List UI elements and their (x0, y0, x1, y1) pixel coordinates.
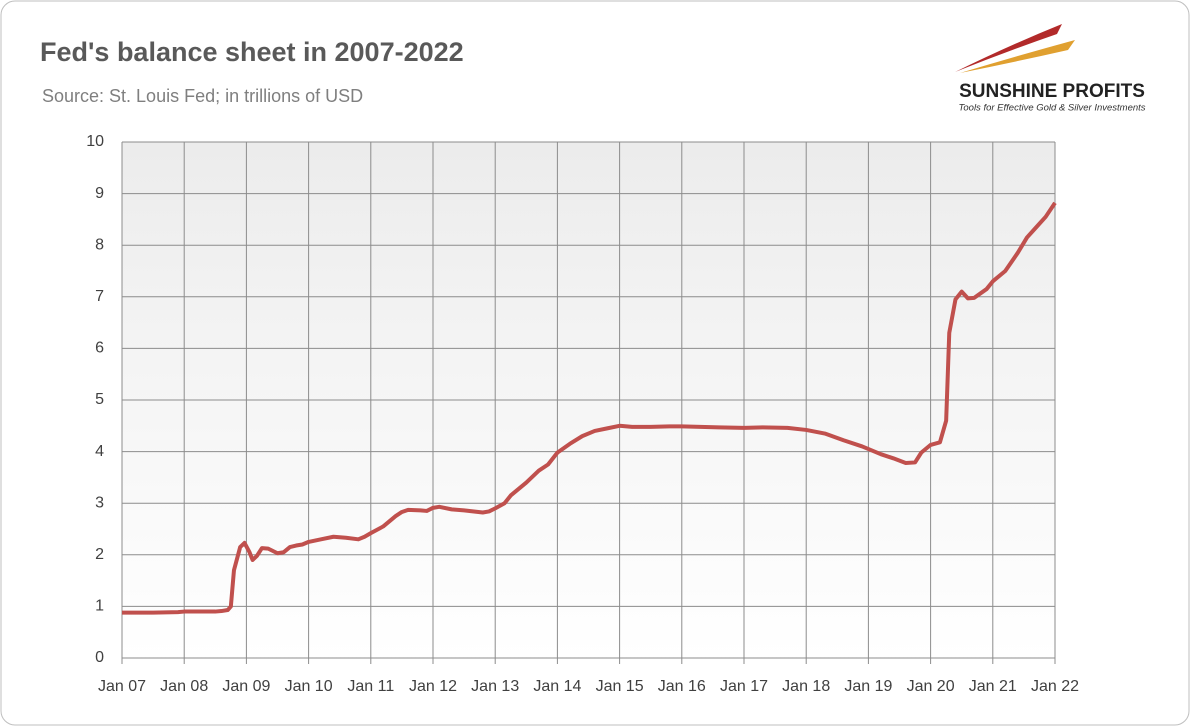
x-tick-label: Jan 13 (471, 678, 519, 695)
x-tick-label: Jan 22 (1031, 678, 1079, 695)
x-tick-label: Jan 12 (409, 678, 457, 695)
x-tick-label: Jan 19 (844, 678, 892, 695)
y-tick-label: 4 (95, 443, 104, 460)
y-tick-label: 5 (95, 391, 104, 408)
x-tick-label: Jan 16 (658, 678, 706, 695)
logo-swoosh (955, 24, 1062, 72)
x-tick-label: Jan 17 (720, 678, 768, 695)
y-tick-label: 7 (95, 288, 104, 305)
chart-subtitle: Source: St. Louis Fed; in trillions of U… (42, 86, 363, 106)
x-tick-label: Jan 21 (969, 678, 1017, 695)
logo-name: SUNSHINE PROFITS (959, 81, 1145, 102)
x-tick-label: Jan 20 (907, 678, 955, 695)
y-tick-label: 6 (95, 340, 104, 357)
x-tick-label: Jan 09 (222, 678, 270, 695)
logo-tagline: Tools for Effective Gold & Silver Invest… (958, 103, 1145, 114)
x-tick-label: Jan 14 (533, 678, 581, 695)
x-tick-label: Jan 11 (347, 678, 394, 695)
y-tick-label: 0 (95, 649, 104, 666)
y-tick-label: 2 (95, 546, 104, 563)
y-tick-label: 3 (95, 494, 104, 511)
x-tick-label: Jan 08 (160, 678, 208, 695)
y-tick-label: 8 (95, 236, 104, 253)
x-tick-label: Jan 10 (285, 678, 333, 695)
logo: SUNSHINE PROFITS Tools for Effective Gol… (955, 24, 1146, 114)
y-tick-label: 9 (95, 185, 104, 202)
x-tick-label: Jan 15 (596, 678, 644, 695)
x-tick-label: Jan 18 (782, 678, 830, 695)
y-tick-label: 1 (95, 598, 104, 615)
x-tick-label: Jan 07 (98, 678, 146, 695)
series-line (122, 201, 1057, 615)
y-tick-label: 10 (86, 133, 104, 150)
logo-swoosh (960, 40, 1075, 73)
chart-title: Fed's balance sheet in 2007-2022 (40, 37, 464, 67)
